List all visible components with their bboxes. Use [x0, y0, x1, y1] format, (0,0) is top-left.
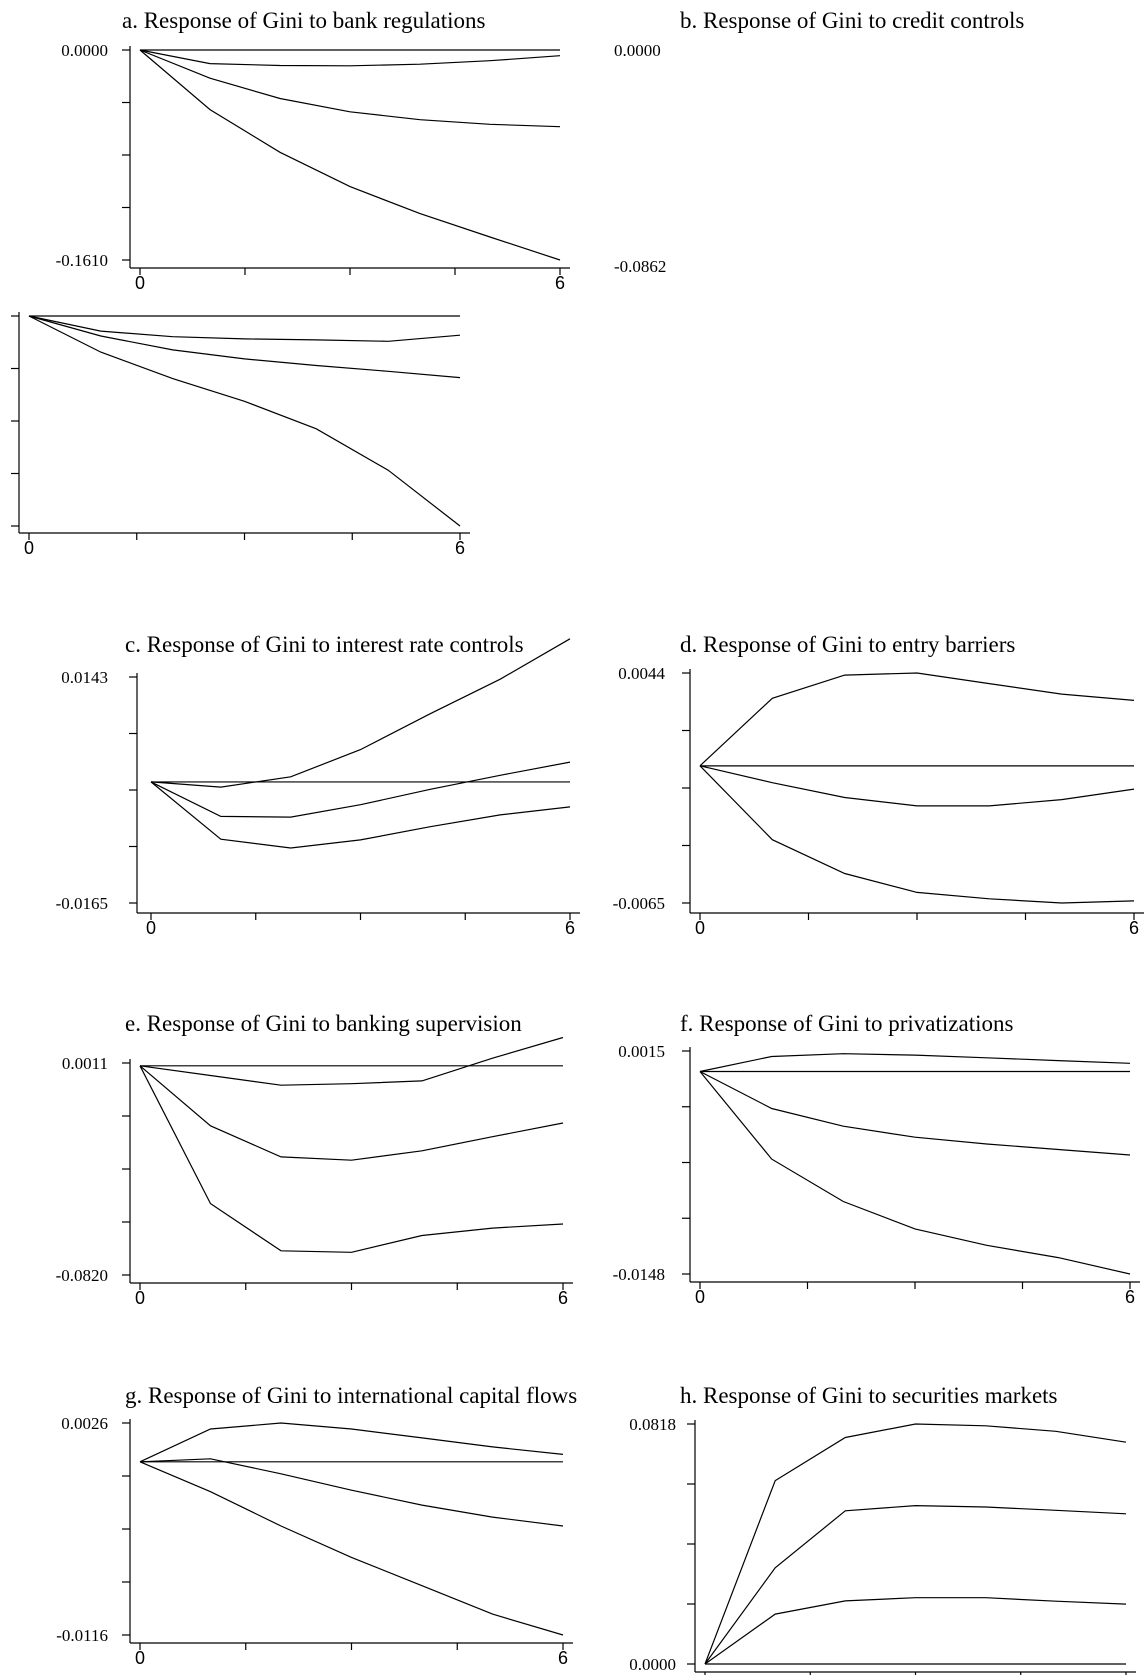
y-tick-label-bottom-c: -0.0165: [56, 894, 108, 913]
y-tick-label-top-c: 0.0143: [61, 668, 108, 687]
series-line-b-2: [28, 315, 461, 527]
panel-title-g: g. Response of Gini to international cap…: [125, 1383, 577, 1408]
series-line-d-0: [699, 672, 1135, 767]
y-tick-label-top-a: 0.0000: [61, 41, 108, 60]
x-tick-label-end-f: 6: [1125, 1287, 1135, 1307]
y-tick-label-top-e: 0.0011: [62, 1054, 108, 1073]
y-tick-label-bottom-h: 0.0000: [629, 1655, 676, 1674]
panel-g: g. Response of Gini to international cap…: [56, 1383, 577, 1668]
series-line-f-2: [699, 1071, 1131, 1275]
series-line-h-0: [704, 1423, 1127, 1665]
y-tick-label-top-g: 0.0026: [61, 1414, 108, 1433]
x-tick-label-end-a: 6: [555, 273, 565, 293]
panel-e: e. Response of Gini to banking supervisi…: [56, 1011, 573, 1308]
y-tick-label-top-h: 0.0818: [629, 1415, 676, 1434]
series-line-e-2: [139, 1065, 564, 1253]
series-line-g-2: [139, 1461, 564, 1636]
x-tick-label-start-g: 0: [135, 1648, 145, 1668]
panel-title-e: e. Response of Gini to banking supervisi…: [125, 1011, 522, 1036]
series-line-b-1: [28, 315, 461, 379]
panel-title-c: c. Response of Gini to interest rate con…: [125, 632, 524, 657]
series-line-d-1: [699, 765, 1135, 807]
x-tick-label-end-d: 6: [1129, 918, 1139, 938]
x-tick-label-start-c: 0: [146, 918, 156, 938]
series-line-d-2: [699, 765, 1135, 904]
x-tick-label-start-b: 0: [24, 538, 34, 558]
x-tick-label-start-a: 0: [135, 273, 145, 293]
y-tick-label-bottom-g: -0.0116: [56, 1626, 108, 1645]
panel-title-b: b. Response of Gini to credit controls: [680, 8, 1024, 33]
y-tick-label-top-d: 0.0044: [618, 664, 665, 683]
y-tick-label-top-f: 0.0015: [618, 1042, 665, 1061]
series-line-a-2: [139, 49, 561, 261]
x-tick-label-start-e: 0: [135, 1288, 145, 1308]
panel-title-a: a. Response of Gini to bank regulations: [122, 8, 486, 33]
x-tick-label-end-e: 6: [558, 1288, 568, 1308]
y-tick-label-bottom-d: -0.0065: [613, 894, 665, 913]
series-line-g-1: [139, 1458, 564, 1527]
x-tick-label-start-d: 0: [695, 918, 705, 938]
panel-f: f. Response of Gini to privatizations 0.0…: [613, 1011, 1140, 1307]
panel-title-d: d. Response of Gini to entry barriers: [680, 632, 1015, 657]
series-line-a-1: [139, 49, 561, 128]
x-tick-label-end-g: 6: [558, 1648, 568, 1668]
y-tick-label-bottom-f: -0.0148: [613, 1265, 665, 1284]
panel-d: d. Response of Gini to entry barriers 0.0…: [613, 632, 1144, 938]
series-line-c-1: [150, 761, 571, 818]
x-tick-label-end-c: 6: [565, 918, 575, 938]
panel-title-f: f. Response of Gini to privatizations: [680, 1011, 1013, 1036]
x-tick-label-start-f: 0: [695, 1287, 705, 1307]
x-tick-label-end-b: 6: [455, 538, 465, 558]
series-line-e-0: [139, 1036, 564, 1086]
panel-a: a. Response of Gini to bank regulations 0…: [56, 8, 570, 293]
series-line-a-0: [139, 49, 561, 67]
series-line-f-1: [699, 1070, 1131, 1156]
y-tick-label-bottom-b: -0.0862: [614, 257, 666, 276]
panel-title-h: h. Response of Gini to securities market…: [680, 1383, 1058, 1408]
series-line-c-2: [150, 781, 571, 849]
y-tick-label-bottom-a: -0.1610: [56, 251, 108, 270]
series-line-e-1: [139, 1065, 564, 1161]
y-tick-label-top-b: 0.0000: [614, 41, 661, 60]
series-line-b-0: [28, 315, 461, 342]
y-tick-label-bottom-e: -0.0820: [56, 1266, 108, 1285]
series-line-f-0: [699, 1053, 1131, 1073]
series-line-g-0: [139, 1422, 564, 1463]
series-line-h-2: [704, 1597, 1127, 1665]
panel-b: b. Response of Gini to credit controls 0.…: [11, 8, 1024, 558]
series-line-h-1: [704, 1504, 1127, 1665]
panel-c: c. Response of Gini to interest rate con…: [56, 632, 580, 938]
panel-h: h. Response of Gini to securities market…: [629, 1383, 1136, 1675]
series-line-c-0: [150, 638, 571, 788]
